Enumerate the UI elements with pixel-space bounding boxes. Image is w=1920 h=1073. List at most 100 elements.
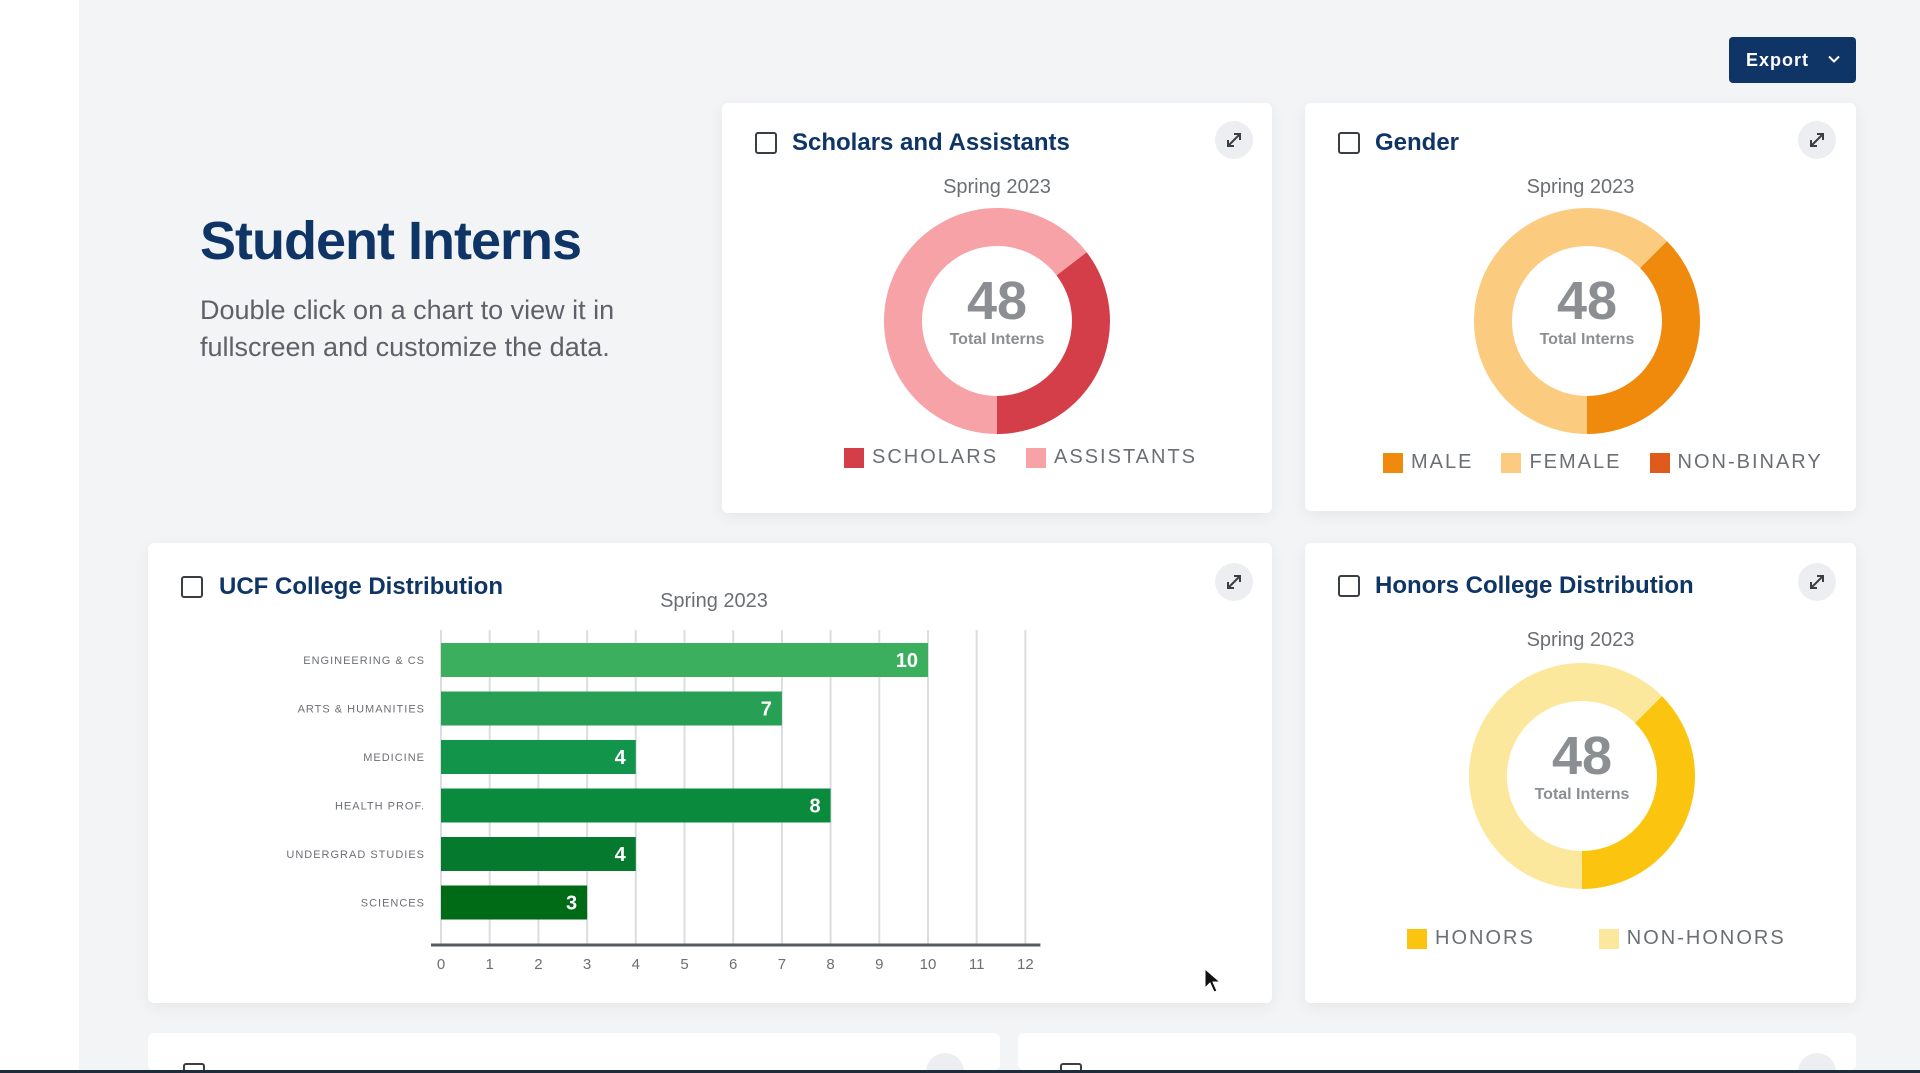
x-tick-label: 10: [920, 956, 937, 973]
gender-card[interactable]: Gender Spring 2023 48 Total Interns MALE…: [1305, 103, 1856, 511]
college-checkbox[interactable]: [181, 576, 203, 598]
honors-expand-button[interactable]: [1798, 563, 1836, 601]
x-tick-label: 5: [680, 956, 688, 973]
legend-item-assistants[interactable]: ASSISTANTS: [1026, 446, 1197, 469]
legend-swatch: [1383, 452, 1403, 473]
bar-value-label: 8: [809, 796, 820, 818]
donut-slice-scholars[interactable]: [997, 252, 1110, 434]
bar[interactable]: [441, 740, 636, 774]
honors-card[interactable]: Honors College Distribution Spring 2023 …: [1305, 543, 1856, 1003]
honors-checkbox[interactable]: [1338, 575, 1360, 597]
x-tick-label: 9: [875, 956, 883, 973]
page-description: Double click on a chart to view it in fu…: [200, 295, 615, 362]
x-tick-label: 0: [437, 956, 445, 973]
legend-item-honors[interactable]: HONORS: [1407, 927, 1535, 950]
scholars-legend: SCHOLARS ASSISTANTS: [844, 446, 1197, 469]
gender-period: Spring 2023: [1526, 176, 1635, 198]
donut-slice-non-honors[interactable]: [1469, 663, 1662, 889]
scholars-donut[interactable]: [882, 206, 1112, 436]
bar-value-label: 3: [566, 893, 577, 915]
bar[interactable]: [441, 788, 831, 823]
y-category-label: SCIENCES: [361, 898, 425, 910]
honors-donut[interactable]: [1467, 661, 1697, 891]
gender-legend: MALE FEMALE NON-BINARY: [1383, 451, 1823, 474]
legend-label: NON-HONORS: [1626, 927, 1786, 949]
y-category-label: MEDICINE: [363, 752, 425, 764]
legend-item-male[interactable]: MALE: [1383, 451, 1473, 474]
bottom-edge: [0, 1070, 1920, 1073]
scholars-title: Scholars and Assistants: [792, 129, 1070, 156]
bar[interactable]: [441, 885, 588, 920]
legend-swatch: [1407, 928, 1427, 949]
gender-center: 48 Total Interns: [1487, 273, 1687, 349]
bar[interactable]: [441, 691, 782, 726]
gender-donut[interactable]: [1472, 206, 1702, 436]
legend-label: FEMALE: [1529, 451, 1622, 473]
honors-center: 48 Total Interns: [1482, 728, 1682, 804]
expand-icon: [1810, 133, 1824, 147]
gender-checkbox[interactable]: [1338, 132, 1360, 154]
next-card-left-expand-button[interactable]: [926, 1053, 964, 1073]
next-card-right[interactable]: [1018, 1033, 1856, 1073]
college-card[interactable]: UCF College Distribution Spring 2023: [148, 543, 1272, 1003]
next-card-left[interactable]: [148, 1033, 1000, 1073]
x-tick-label: 6: [729, 956, 737, 973]
scholars-period: Spring 2023: [943, 176, 1051, 198]
bar[interactable]: [441, 643, 928, 677]
legend-swatch: [1501, 452, 1522, 473]
donut-slice-honors[interactable]: [1582, 696, 1695, 889]
honors-title: Honors College Distribution: [1375, 572, 1694, 599]
scholars-expand-button[interactable]: [1215, 121, 1253, 159]
gender-expand-button[interactable]: [1798, 121, 1836, 159]
bar[interactable]: [441, 837, 636, 871]
y-category-label: UNDERGRAD STUDIES: [286, 849, 425, 861]
next-card-right-checkbox[interactable]: [1060, 1063, 1082, 1073]
bar-value-label: 4: [615, 844, 627, 866]
scholars-checkbox[interactable]: [755, 132, 777, 154]
next-card-right-expand-button[interactable]: [1798, 1053, 1836, 1073]
college-title: UCF College Distribution: [219, 573, 503, 600]
legend-item-non-binary[interactable]: NON-BINARY: [1649, 451, 1823, 474]
y-category-label: ENGINEERING & CS: [303, 655, 425, 667]
expand-icon: [1227, 575, 1241, 589]
legend-item-non-honors[interactable]: NON-HONORS: [1598, 927, 1786, 950]
next-card-left-checkbox[interactable]: [183, 1063, 205, 1073]
expand-icon: [1227, 133, 1241, 147]
gender-title: Gender: [1375, 129, 1460, 156]
legend-item-female[interactable]: FEMALE: [1501, 451, 1621, 474]
x-tick-label: 11: [969, 956, 985, 973]
gender-total-label: Total Interns: [1539, 331, 1635, 348]
legend-label: NON-BINARY: [1677, 451, 1823, 473]
legend-label: SCHOLARS: [872, 446, 999, 468]
x-tick-label: 3: [583, 956, 591, 973]
legend-swatch: [1026, 447, 1047, 468]
honors-legend: HONORS NON-HONORS: [1407, 927, 1786, 950]
scholars-card[interactable]: Scholars and Assistants Spring 2023 48 T…: [722, 103, 1272, 513]
college-expand-button[interactable]: [1215, 563, 1253, 601]
y-category-label: HEALTH PROF.: [335, 801, 425, 813]
x-tick-label: 4: [632, 956, 640, 973]
x-tick-label: 2: [534, 956, 542, 973]
x-tick-label: 7: [778, 956, 786, 973]
y-category-label: ARTS & HUMANITIES: [298, 704, 425, 716]
export-label: Export: [1746, 49, 1810, 70]
donut-slice-female[interactable]: [1474, 207, 1667, 434]
x-tick-label: 8: [826, 956, 834, 973]
export-button[interactable]: Export: [1729, 37, 1856, 83]
expand-icon: [1810, 575, 1824, 589]
honors-total-label: Total Interns: [1534, 786, 1630, 803]
legend-swatch: [844, 447, 864, 468]
donut-slice-assistants[interactable]: [884, 207, 1087, 434]
page-title: Student Interns: [200, 211, 582, 271]
legend-item-scholars[interactable]: SCHOLARS: [844, 446, 998, 469]
scholars-center: 48 Total Interns: [897, 273, 1097, 349]
honors-total: 48: [1551, 726, 1613, 786]
mouse-cursor-icon: [1204, 968, 1222, 993]
legend-label: MALE: [1411, 451, 1474, 473]
donut-slice-male[interactable]: [1587, 241, 1700, 434]
bar-value-label: 7: [761, 699, 772, 721]
legend-swatch: [1598, 928, 1619, 949]
bar-value-label: 4: [615, 747, 627, 769]
legend-swatch: [1649, 452, 1670, 473]
